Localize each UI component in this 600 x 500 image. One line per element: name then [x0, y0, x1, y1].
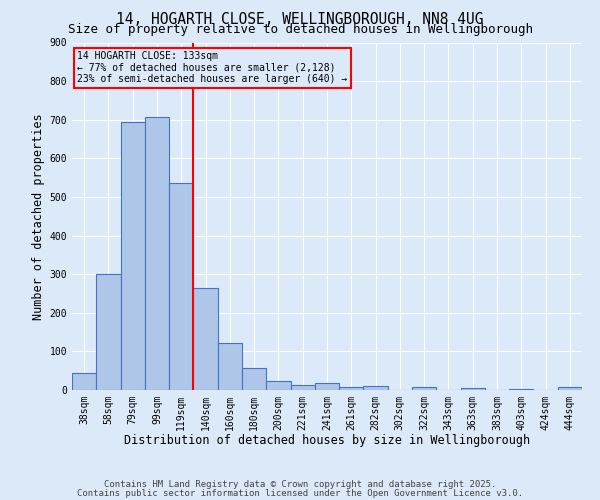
Bar	[242, 368, 266, 390]
Bar	[339, 388, 364, 390]
Bar	[290, 384, 315, 390]
Bar	[412, 386, 436, 390]
Bar	[96, 274, 121, 390]
Text: 14, HOGARTH CLOSE, WELLINGBOROUGH, NN8 4UG: 14, HOGARTH CLOSE, WELLINGBOROUGH, NN8 4…	[116, 12, 484, 28]
Bar	[218, 343, 242, 390]
Bar	[121, 122, 145, 390]
Bar	[461, 388, 485, 390]
Bar	[558, 388, 582, 390]
Text: Contains public sector information licensed under the Open Government Licence v3: Contains public sector information licen…	[77, 488, 523, 498]
Bar	[364, 386, 388, 390]
Bar	[169, 182, 193, 390]
Text: Contains HM Land Registry data © Crown copyright and database right 2025.: Contains HM Land Registry data © Crown c…	[104, 480, 496, 489]
Bar	[193, 288, 218, 390]
X-axis label: Distribution of detached houses by size in Wellingborough: Distribution of detached houses by size …	[124, 434, 530, 448]
Text: Size of property relative to detached houses in Wellingborough: Size of property relative to detached ho…	[67, 22, 533, 36]
Bar	[72, 374, 96, 390]
Bar	[509, 389, 533, 390]
Y-axis label: Number of detached properties: Number of detached properties	[32, 113, 46, 320]
Bar	[266, 381, 290, 390]
Text: 14 HOGARTH CLOSE: 133sqm
← 77% of detached houses are smaller (2,128)
23% of sem: 14 HOGARTH CLOSE: 133sqm ← 77% of detach…	[77, 51, 347, 84]
Bar	[145, 118, 169, 390]
Bar	[315, 384, 339, 390]
